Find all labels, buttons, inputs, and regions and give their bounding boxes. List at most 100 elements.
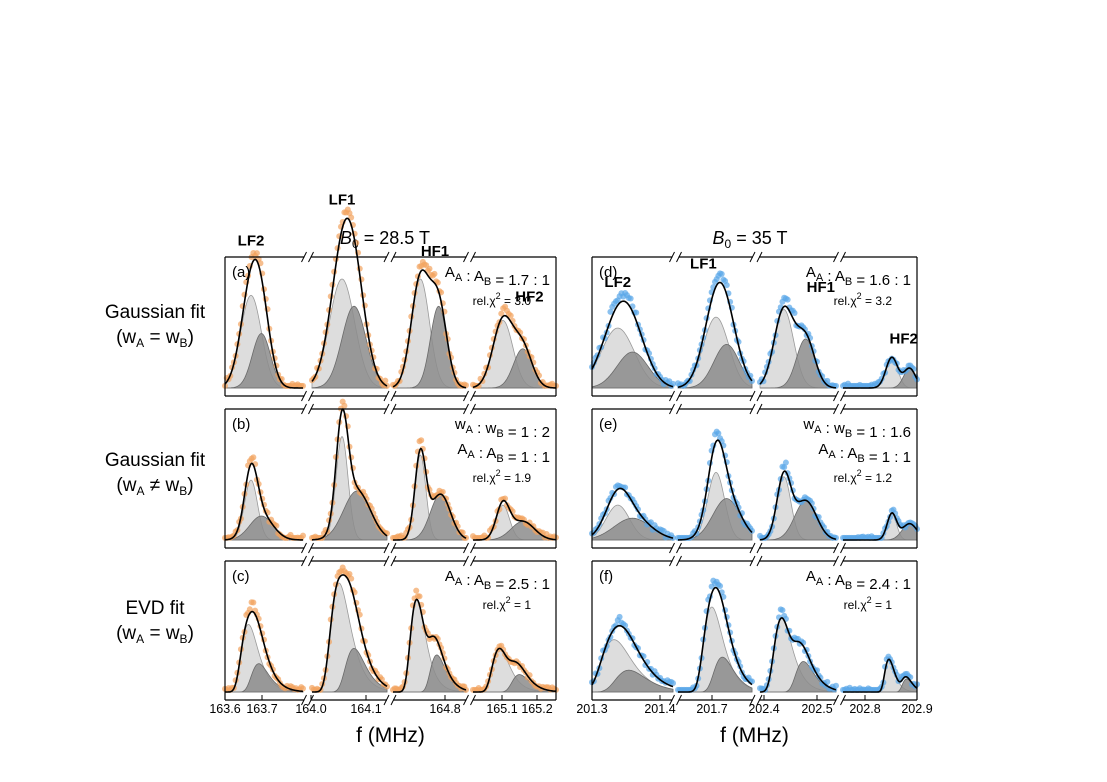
- segment-3: HF1: [757, 279, 839, 389]
- panel-a: LF2 LF1 HF1 HF2 (a) AA : AB = 1.7 : 1 rel.χ2 =…: [222, 191, 559, 402]
- x-tick-label: 165.2: [521, 702, 552, 716]
- fit-line: [392, 269, 467, 389]
- fit-line: [393, 447, 467, 541]
- x-axis-col-2: 201.3 201.4 201.7 202.4 202.5 202.8 202.9 f (MH…: [576, 695, 933, 747]
- x-tick-label: 201.4: [644, 702, 675, 716]
- axis-break-mark: [840, 390, 846, 402]
- x-tick-label: 163.7: [246, 702, 277, 716]
- axis-break-mark: [383, 694, 390, 706]
- chi-text: rel.χ2 = 1: [483, 595, 532, 612]
- panel-label: (a): [232, 264, 250, 281]
- axis-break-mark: [833, 251, 839, 263]
- data-point: [686, 377, 693, 384]
- axis-break-mark: [301, 390, 307, 402]
- data-point: [749, 527, 755, 534]
- x-tick-label: 202.4: [748, 702, 779, 716]
- row-label-1-line1: Gaussian fit: [105, 302, 206, 323]
- axis-break-mark: [833, 390, 839, 402]
- x-tick-label: 201.3: [576, 702, 607, 716]
- axis-break-mark: [308, 555, 314, 567]
- ratio-text: wA : wB = 1 : 2: [454, 416, 550, 441]
- segment-1: LF2: [222, 232, 306, 389]
- axis-break-mark: [749, 555, 756, 567]
- segment-4: HF2: [470, 289, 559, 389]
- axis-break-mark: [463, 251, 469, 263]
- axis-break-mark: [383, 542, 390, 554]
- axis-break-mark: [669, 403, 675, 415]
- data-point: [782, 459, 789, 466]
- x-tick-label: 201.7: [696, 702, 727, 716]
- panels: LF2 LF1 HF1 HF2 (a) AA : AB = 1.7 : 1 rel.χ2 =…: [222, 191, 920, 706]
- axis-break-mark: [301, 403, 307, 415]
- axis-break-mark: [308, 390, 314, 402]
- data-point: [426, 265, 433, 272]
- component-b-area: [312, 648, 388, 693]
- ratio-text: AA : AB = 2.5 : 1: [445, 568, 550, 593]
- segment-3: HF1: [390, 243, 469, 389]
- axis-break-mark: [840, 542, 846, 554]
- segment-1: [589, 482, 676, 541]
- data-point: [246, 606, 253, 613]
- fit-line: [591, 487, 674, 539]
- fit-line: [312, 574, 388, 693]
- fit-line: [759, 305, 837, 389]
- data-point: [833, 682, 839, 689]
- chi-text: rel.χ2 = 1.9: [473, 468, 532, 485]
- row-label-3-line2: (wA = wB): [116, 623, 194, 646]
- data-point: [346, 570, 353, 577]
- axis-break-mark: [749, 390, 756, 402]
- peak-label-hf1: HF1: [421, 243, 449, 260]
- fit-line: [677, 281, 753, 388]
- fit-line: [472, 314, 557, 389]
- data-point: [715, 430, 722, 437]
- data-point: [507, 312, 514, 319]
- data-point: [382, 377, 389, 384]
- segment-1: [222, 599, 306, 693]
- peak-label-lf1: LF1: [690, 255, 717, 272]
- panel-e: (e) wA : wB = 1 : 1.6AA : AB = 1 : 1 rel.χ…: [589, 403, 920, 554]
- segment-4: [470, 642, 559, 693]
- peak-label-lf1: LF1: [329, 191, 356, 208]
- fit-line: [843, 512, 918, 541]
- axis-break-mark: [308, 542, 314, 554]
- x-axis-label: f (MHz): [356, 724, 425, 747]
- axis-break-mark: [749, 251, 756, 263]
- data-point: [833, 534, 839, 541]
- x-tick-label: 164.0: [295, 702, 326, 716]
- segment-3: [757, 459, 839, 541]
- axis-break-mark: [390, 251, 397, 263]
- row-label-1: Gaussian fit (wA = wB): [105, 302, 206, 350]
- axis-break-mark: [676, 251, 682, 263]
- ratio-text: wA : wB = 1 : 1.6: [802, 416, 911, 441]
- axis-break-mark: [756, 390, 763, 402]
- fit-line: [393, 598, 467, 693]
- data-point: [348, 214, 355, 221]
- panel-d: LF2 LF1 HF1 HF2 (d) AA : AB = 1.6 : 1 rel.χ2 =…: [589, 251, 920, 402]
- panel-frame: [591, 555, 918, 706]
- peak-label-hf2: HF2: [515, 289, 543, 306]
- data-point: [627, 295, 634, 302]
- axis-break-mark: [383, 251, 390, 263]
- row-label-2: Gaussian fit (wA ≠ wB): [105, 450, 206, 498]
- x-axes: 163.6 163.7 164.0 164.1 164.8 165.1 165.2 f (MH…: [209, 695, 933, 747]
- data-point: [781, 464, 788, 471]
- component-b-area: [311, 305, 388, 389]
- axis-break-mark: [676, 542, 682, 554]
- axis-break-mark: [756, 542, 763, 554]
- axis-break-mark: [669, 694, 675, 706]
- axis-break-mark: [463, 403, 469, 415]
- segment-4: HF2: [840, 330, 920, 389]
- panel-label: (d): [599, 264, 617, 281]
- x-tick-label: 163.6: [209, 702, 240, 716]
- axis-break-mark: [669, 542, 675, 554]
- data-point: [475, 382, 482, 389]
- axis-break-mark: [463, 390, 469, 402]
- axis-break-mark: [749, 694, 756, 706]
- axis-break-mark: [470, 390, 476, 402]
- peak-label-lf2: LF2: [238, 232, 265, 249]
- fit-line: [472, 499, 557, 541]
- panel-label: (e): [599, 416, 617, 433]
- axis-break-mark: [840, 694, 846, 706]
- axis-break-mark: [463, 555, 469, 567]
- x-axis-label: f (MHz): [720, 724, 789, 747]
